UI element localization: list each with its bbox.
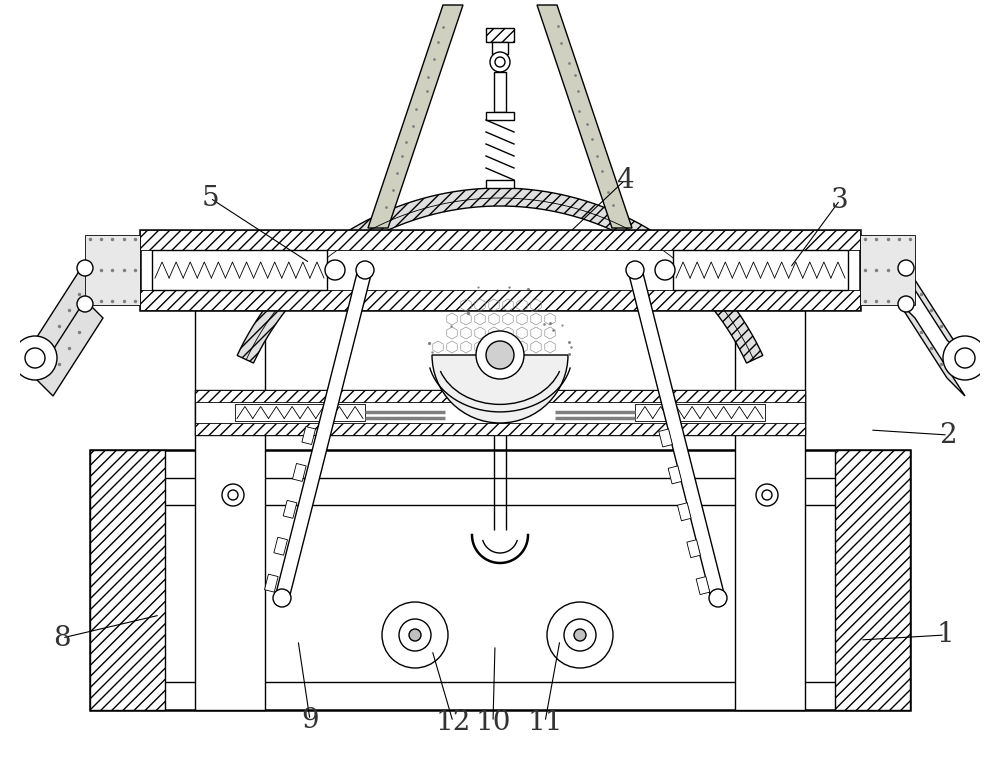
Circle shape [574,629,586,641]
Circle shape [955,348,975,368]
Circle shape [564,619,596,651]
Circle shape [356,261,374,279]
Circle shape [77,296,93,312]
Polygon shape [897,300,965,396]
Bar [265,574,278,592]
Text: 8: 8 [53,625,71,651]
Text: 10: 10 [475,708,511,735]
Polygon shape [35,262,103,358]
Bar [283,500,297,518]
Bar [687,540,700,558]
Circle shape [547,602,613,668]
Polygon shape [195,423,805,435]
Text: 2: 2 [939,421,957,449]
Text: 5: 5 [201,185,219,212]
Polygon shape [368,5,463,228]
Polygon shape [237,188,763,363]
Bar [235,404,365,421]
Circle shape [709,589,727,607]
Circle shape [486,341,514,369]
Circle shape [13,336,57,380]
Text: 1: 1 [936,622,954,648]
Bar [635,404,765,421]
Bar [659,429,672,447]
Polygon shape [140,230,860,250]
Bar [492,42,508,54]
Bar [293,464,306,481]
Polygon shape [897,262,965,358]
Text: 9: 9 [301,707,319,734]
Circle shape [495,57,505,67]
Circle shape [325,260,345,280]
Bar [302,427,315,445]
Circle shape [399,619,431,651]
Circle shape [898,260,914,276]
Bar [668,466,682,484]
Text: 3: 3 [831,186,849,213]
Circle shape [382,602,448,668]
Polygon shape [90,450,165,710]
Polygon shape [628,268,725,600]
Bar [494,72,506,112]
Text: 12: 12 [435,708,471,735]
Bar [486,28,514,42]
Circle shape [756,484,778,506]
Bar [860,235,915,305]
Text: 4: 4 [616,167,634,193]
Circle shape [228,490,238,500]
Circle shape [490,52,510,72]
Bar [85,235,140,305]
Bar [677,502,691,521]
Circle shape [898,296,914,312]
Circle shape [655,260,675,280]
Circle shape [77,260,93,276]
Circle shape [409,629,421,641]
Bar [140,230,860,310]
Circle shape [222,484,244,506]
Bar [696,576,710,594]
Circle shape [943,336,987,380]
Bar [486,112,514,120]
Bar [735,310,805,710]
Polygon shape [835,450,910,710]
Polygon shape [537,5,632,228]
Circle shape [273,589,291,607]
Circle shape [762,490,772,500]
Circle shape [476,331,524,379]
Bar [274,538,287,555]
Text: 11: 11 [527,708,563,735]
Polygon shape [140,290,860,310]
Polygon shape [35,300,103,396]
Bar [486,180,514,188]
Polygon shape [275,268,372,600]
Bar [152,250,327,290]
Wedge shape [432,355,568,423]
Bar [673,250,848,290]
Bar [90,450,910,710]
Circle shape [25,348,45,368]
Circle shape [626,261,644,279]
Bar [195,390,805,435]
Polygon shape [195,390,805,402]
Bar [195,310,265,710]
